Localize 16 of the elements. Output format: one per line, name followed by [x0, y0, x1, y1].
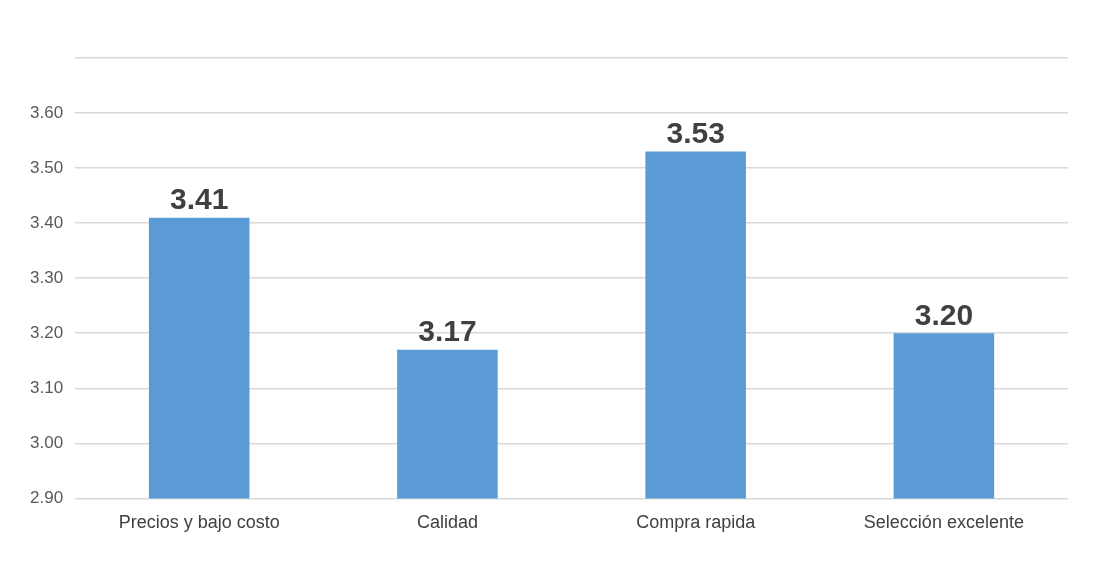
- data-label: 3.20: [914, 297, 974, 331]
- y-tick-label: 3.40: [29, 212, 64, 232]
- x-tick-label: Precios y bajo costo: [118, 512, 280, 533]
- y-tick-label: 3.10: [29, 377, 64, 397]
- x-tick-label: Calidad: [416, 512, 478, 533]
- y-tick-label: 3.30: [29, 267, 64, 287]
- data-label: 3.41: [170, 181, 229, 215]
- data-label: 3.53: [666, 115, 725, 149]
- y-tick-label: 2.90: [29, 488, 64, 508]
- y-tick-label: 3.20: [29, 322, 64, 342]
- y-tick-label: 3.50: [29, 157, 64, 177]
- x-tick-label: Selección excelente: [863, 512, 1024, 533]
- y-tick-label: 3.60: [29, 102, 64, 122]
- y-tick-label: 3.00: [29, 433, 64, 453]
- x-tick-label: Compra rapida: [636, 512, 757, 533]
- data-label: 3.17: [418, 314, 477, 348]
